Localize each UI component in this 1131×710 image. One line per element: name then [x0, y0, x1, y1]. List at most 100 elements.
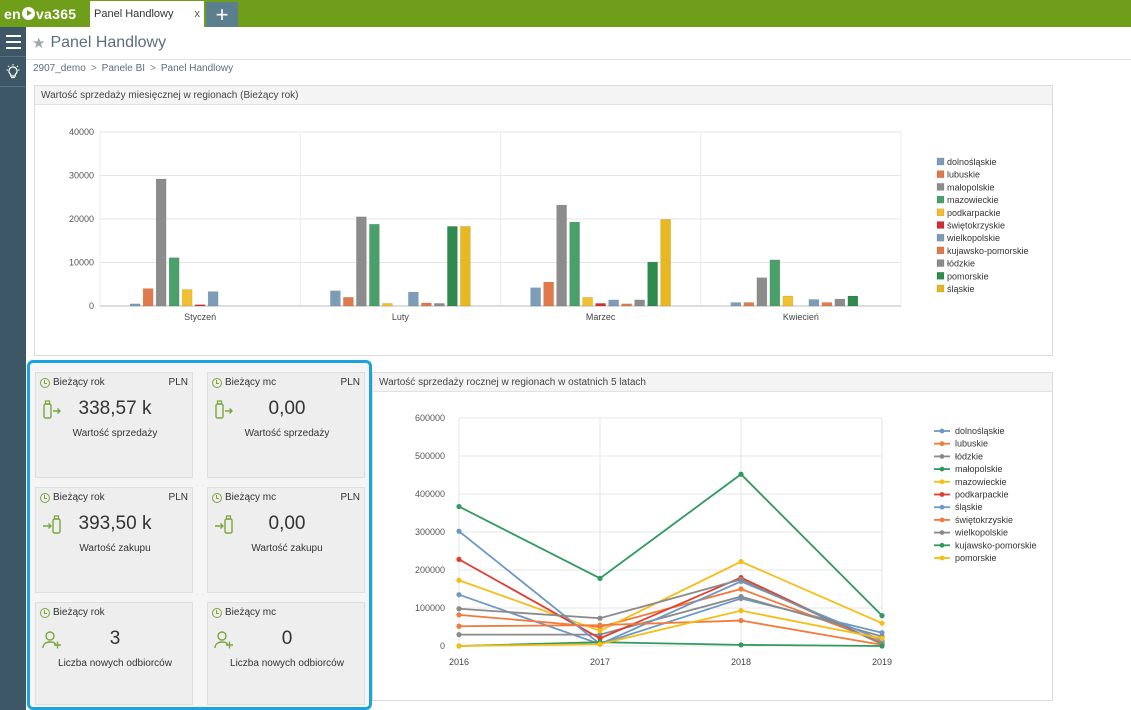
data-point [597, 635, 603, 641]
data-point [597, 641, 603, 647]
bar [595, 303, 606, 307]
legend-item: pomorskie [947, 271, 989, 281]
bar [129, 303, 141, 307]
clock-icon [40, 607, 50, 618]
bar [621, 303, 632, 307]
kpi-label: Liczba nowych odbiorców [58, 658, 172, 669]
series-line [458, 578, 883, 645]
bar [382, 303, 393, 307]
bar [460, 226, 471, 307]
panel-title: Wartość sprzedaży rocznej w regionach w … [373, 373, 1052, 392]
hamburger-icon [5, 34, 21, 37]
kpi-currency: PLN [168, 377, 188, 388]
legend-swatch [936, 195, 945, 204]
data-point [456, 612, 462, 618]
kpi-label: Wartość sprzedaży [72, 428, 158, 439]
legend-marker [939, 555, 945, 561]
tab-close-icon[interactable]: x [194, 8, 201, 20]
kpi-tile[interactable]: Bieżący rok PLN 393,50 k Wartość zakupu [35, 487, 193, 593]
legend-item: lubuskie [955, 439, 988, 449]
x-tick-label: Marzec [586, 312, 616, 322]
y-tick-label: 400000 [415, 489, 445, 499]
kpi-period-label: Bieżący rok [53, 492, 105, 503]
kpi-value: 0,00 [268, 398, 306, 419]
legend-swatch [936, 246, 945, 255]
page-header: ★ Panel Handlowy [26, 27, 1131, 60]
data-point [879, 630, 885, 636]
kpi-label: Liczba nowych odbiorców [230, 658, 344, 669]
x-tick-label: 2019 [872, 657, 892, 667]
bar [181, 289, 193, 307]
kpi-period-label: Bieżący rok [53, 377, 105, 388]
favorite-star-icon[interactable]: ★ [32, 35, 46, 52]
clock-icon [212, 492, 222, 503]
series-line [459, 595, 883, 638]
add-tab-button[interactable]: + [206, 2, 238, 27]
series-line [458, 558, 883, 645]
kpi-tile[interactable]: Bieżący rok PLN 338,57 k Wartość sprzedaży [35, 372, 193, 478]
kpi-period-label: Bieżący mc [225, 607, 277, 618]
ideas-button[interactable] [0, 57, 26, 87]
data-point [879, 635, 885, 641]
kpi-tile[interactable]: Bieżący mc 0 Liczba nowych odbiorców [207, 602, 365, 705]
y-tick-label: 10000 [69, 258, 94, 268]
tab-label: Panel Handlowy [94, 8, 174, 20]
data-point [456, 606, 462, 612]
enova365-logo[interactable]: en va365 [4, 5, 77, 22]
kpi-period: Bieżący rok [40, 492, 105, 503]
clock-icon [212, 377, 222, 388]
hamburger-icon-line [5, 40, 21, 43]
legend-marker [939, 428, 945, 434]
kpi-period-label: Bieżący mc [225, 492, 277, 503]
kpi-label: Wartość sprzedaży [244, 428, 330, 439]
bar [660, 219, 671, 307]
series-line [458, 619, 883, 646]
kpi-tile[interactable]: Bieżący mc PLN 0,00 Wartość sprzedaży [207, 372, 365, 478]
bar [808, 299, 820, 307]
monthly-sales-bar-chart: 0 10000 20000 30000 40000 Styczeń Luty Marzec Kw… [69, 127, 1029, 322]
bar [142, 288, 154, 307]
bar [408, 291, 419, 307]
legend-swatch [936, 221, 945, 229]
x-tick-label: 2018 [731, 657, 751, 667]
series-line [458, 473, 883, 617]
legend-item: lubuskie [947, 170, 980, 180]
left-sidebar [0, 27, 26, 710]
series-line [458, 609, 883, 647]
sales-icon [214, 399, 234, 421]
breadcrumb-item[interactable]: Panel Handlowy [160, 63, 234, 74]
bar [769, 259, 781, 307]
y-tick-label: 20000 [69, 214, 94, 224]
legend-marker [939, 504, 945, 510]
data-point [879, 613, 885, 619]
legend-item: małopolskie [955, 464, 1003, 474]
legend-swatch [936, 272, 945, 280]
kpi-currency: PLN [168, 492, 188, 503]
y-tick-label: 0 [440, 641, 445, 651]
legend-item: dolnośląskie [955, 426, 1005, 436]
lightbulb-icon [6, 63, 20, 78]
x-tick-label: Styczeń [184, 312, 216, 322]
kpi-period: Bieżący mc [212, 607, 276, 618]
breadcrumb-item[interactable]: Panele BI [101, 63, 146, 74]
kpi-value: 393,50 k [78, 513, 152, 534]
breadcrumb-item[interactable]: 2907_demo [33, 63, 86, 74]
legend-marker [939, 441, 945, 447]
kpi-tile[interactable]: Bieżący mc PLN 0,00 Wartość zakupu [207, 487, 365, 593]
data-point [738, 642, 744, 648]
x-tick-label: Luty [392, 312, 410, 322]
legend-swatch [936, 157, 945, 166]
y-tick-label: 300000 [415, 527, 445, 537]
menu-button[interactable] [0, 27, 26, 57]
legend-item: śląskie [955, 502, 983, 512]
kpi-tile[interactable]: Bieżący rok 3 Liczba nowych odbiorców [35, 602, 193, 705]
sales-icon [42, 399, 62, 421]
x-tick-label: Kwiecień [783, 312, 819, 322]
panel-title: Wartość sprzedaży miesięcznej w regionac… [35, 86, 1052, 105]
new-customer-icon [42, 629, 62, 651]
hamburger-icon-line [5, 46, 21, 49]
tab-panel-handlowy[interactable]: Panel Handlowy x [90, 1, 204, 27]
legend-item: kujawsko-pomorskie [947, 246, 1029, 256]
bar [530, 287, 541, 307]
legend-item: wielkopolskie [946, 233, 1000, 243]
